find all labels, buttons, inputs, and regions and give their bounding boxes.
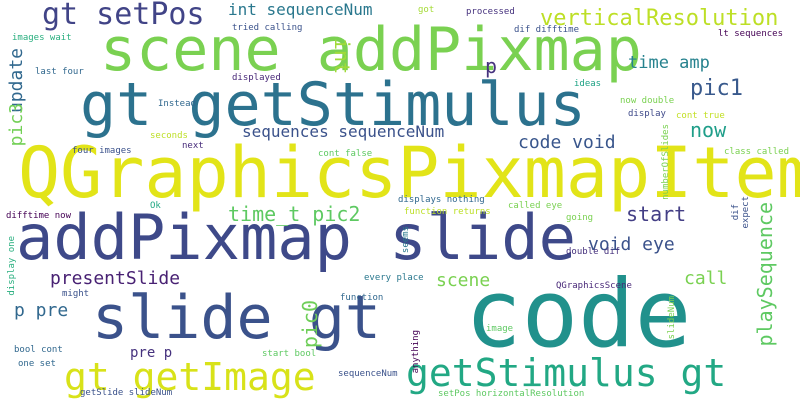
word-getstimulus-gt: getStimulus gt [406, 351, 727, 395]
word-setpos-horizontalresolution: setPos horizontalResolution [438, 389, 585, 399]
word-ok: Ok [150, 201, 161, 211]
word-seems: seems [401, 226, 411, 254]
word-sequencenum: sequenceNum [338, 369, 398, 379]
word-called-eye: called eye [508, 201, 563, 211]
word-now-double: now double [620, 96, 675, 106]
word-slide-gt: slide gt [92, 283, 381, 353]
word-tried-calling: tried calling [232, 23, 303, 33]
word-function: function [340, 293, 384, 303]
word-one-set: one set [18, 359, 56, 369]
word-going: going [566, 213, 594, 223]
word-display-one: display one [7, 236, 17, 296]
word-pic0: pic0 [298, 300, 322, 349]
word-numberofslides: numberOfSlides [661, 124, 671, 200]
word-addpixmap-slide: addPixmap slide [16, 201, 576, 274]
word-got: got [418, 5, 435, 15]
word-verticalresolution: verticalResolution [540, 6, 779, 31]
word-slidenum: slideNum [667, 296, 677, 340]
word-p: p [485, 54, 498, 78]
word-int-sequencenum: int sequenceNum [228, 0, 373, 19]
word-next: next [182, 141, 204, 151]
word-dif: dif [731, 204, 741, 221]
word-gt-getimage: gt getImage [64, 355, 316, 399]
word-cont-true: cont true [676, 111, 725, 121]
word-four-images: four images [72, 146, 132, 156]
word-image: image [486, 324, 514, 334]
word-displays-nothing: displays nothing [398, 195, 485, 205]
word-call: call [684, 268, 728, 289]
word-instead: Instead [158, 99, 196, 109]
word-every-place: every place [364, 273, 424, 283]
word-bool-cont: bool cont [14, 345, 63, 355]
word-gt-getstimulus: gt getStimulus [80, 70, 586, 140]
word-code-big: code [465, 260, 692, 369]
word-sequences-sequencenum: sequences sequenceNum [242, 122, 445, 141]
word-int-vert: int [330, 38, 354, 75]
word-getslide-slidenum: getSlide slideNum [80, 388, 173, 398]
word-scene-small: scene [436, 270, 491, 291]
word-pic1: pic1 [690, 76, 743, 101]
word-might: might [62, 289, 90, 299]
word-images-wait: images wait [12, 33, 72, 43]
word-start: start [626, 202, 687, 226]
word-seconds: seconds [150, 131, 188, 141]
word-double-dif: double dif [566, 247, 621, 257]
word-dif-difftime: dif difftime [514, 25, 580, 35]
word-p-pre: p pre [14, 300, 69, 321]
word-pre-p: pre p [130, 345, 173, 361]
word-lt-sequences: lt sequences [718, 29, 784, 39]
word-time-amp: time amp [628, 53, 710, 73]
word-now: now [690, 118, 727, 142]
word-displayed: displayed [232, 73, 281, 83]
word-expect: expect [741, 196, 751, 229]
word-void-eye: void eye [588, 234, 675, 255]
word-last-four: last four [35, 67, 84, 77]
word-display: display [628, 109, 666, 119]
word-cont-false: cont false [318, 149, 373, 159]
word-gt-setpos: gt setPos [42, 0, 205, 32]
word-qgraphicsscene: QGraphicsScene [556, 281, 632, 291]
word-qgraphicspixmapitem: QGraphicsPixmapItem [18, 132, 800, 214]
word-pic3: pic3 [6, 103, 27, 147]
word-presentslide: presentSlide [50, 268, 181, 289]
word-function-returns: function returns [404, 207, 491, 217]
word-anything: anything [411, 330, 421, 374]
word-start-bool: start bool [262, 349, 317, 359]
word-playsequence: playSequence [753, 202, 777, 347]
word-difftime-now: difftime now [6, 211, 72, 221]
word-scene-addpixmap: scene addPixmap [100, 15, 642, 85]
word-time-t-pic2: time_t pic2 [228, 202, 361, 226]
word-ideas: ideas [574, 79, 602, 89]
word-code-void: code void [518, 132, 616, 153]
word-processed: processed [466, 7, 515, 17]
word-class-called: class called [724, 147, 790, 157]
